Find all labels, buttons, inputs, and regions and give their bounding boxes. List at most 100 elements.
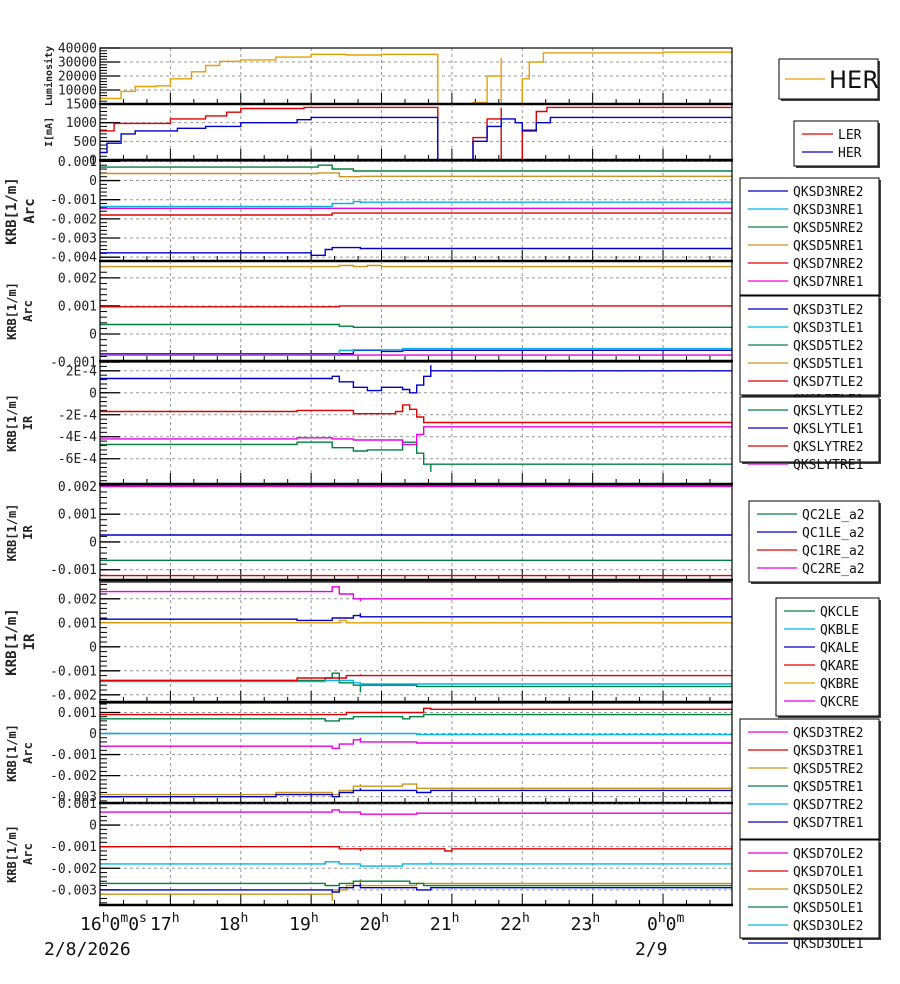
x-axis: 16h0m0s 17h 18h 19h 20h 21h 22h 23h 0h0m 2/8/2026… [44,911,685,960]
series-line-qkcle [100,672,732,693]
y-tick-label: 0.001 [58,508,97,523]
legend-ir-qk: QKCLE QKBLE QKALE QKARE QKBRE QKCRE [775,597,881,718]
plot-frame [99,47,733,105]
series-line-qksd7nre2 [100,212,732,216]
panel-ir-qc: 0.002 0.001 0 -0.001 KRB[1/m] IR [5,480,733,582]
series-group [100,264,732,356]
x-tick-label: 18h [219,911,249,935]
series-line-qkslytre2 [100,404,732,424]
legend-current: LER HER [793,120,880,168]
plot-frame [99,484,733,581]
y-tick-label: -0.002 [50,212,97,227]
y-tick-label: 0 [89,174,97,189]
legend-label: QC1RE_a2 [802,544,865,559]
x-tick-label: 16h0m0s [80,911,147,935]
legend-label: QKSLYTRE2 [793,440,863,455]
legend-label: QKSD3TRE2 [793,726,863,741]
legend-label: QKCLE [820,605,859,620]
legend-label: QKSD5OLE2 [793,883,863,898]
legend-label: QKSD5TRE2 [793,762,863,777]
series-line-qkble [100,679,732,686]
series-line-qksd5tre1 [100,713,732,722]
y-tick-label: 0 [89,154,97,169]
y-tick-label: 10000 [58,84,97,99]
y-tick-label: -4E-4 [58,430,97,445]
series-line-ler [100,106,732,160]
series-line-qksd7ole2 [100,809,732,815]
x-date-label: 2/8/2026 [44,939,131,960]
series-group [100,106,732,160]
y-axis-label: KRB[1/m] Arc [4,177,38,244]
panel-ir-ly: 2E-4 0 -2E-4 -4E-4 -6E-4 KRB[1/m] IR [5,361,733,486]
legend-label: QKSD3TLE2 [793,303,863,318]
series-line-qksd5tre2 [100,783,732,796]
panel-arc-ole: 0.001 0 -0.001 -0.002 -0.003 KRB[1/m] Arc [5,797,733,907]
y-tick-label: 1500 [66,98,97,113]
legend-label: QKSLYTLE2 [793,404,863,419]
y-tick-label: 0 [89,386,97,401]
series-line-qksd3ole1 [100,883,732,893]
legend-label: QKARE [820,659,859,674]
series-line-her [100,51,732,104]
series-line-qksd5tle1 [100,264,732,268]
series-group [100,707,732,798]
series-line-qksd5tle2 [100,323,732,328]
y-tick-label: 0.001 [58,155,97,170]
series-line-qksd5nre1 [100,172,732,178]
series-line-qksd3ole2 [100,861,732,867]
y-tick-label: 0 [89,727,97,742]
panel-ir-qk: 0.002 0.001 0 -0.001 -0.002 KRB[1/m] IR [4,581,733,703]
y-tick-label: -0.003 [50,883,97,898]
y-tick-label: 0 [89,328,97,343]
legend-luminosity: HER [778,58,880,101]
y-tick-label: -0.001 [50,664,97,679]
series-line-qksd5ole1 [100,880,732,887]
legend-label: QKALE [820,641,859,656]
legend-box [739,177,880,296]
y-axis-label: Luminosity [43,46,55,106]
x-tick-label: 0h0m [647,911,685,935]
legend-ir-qc: QC2LE_a2 QC1LE_a2 QC1RE_a2 QC2RE_a2 [748,500,881,584]
legend-label: QKSD5TLE2 [793,339,863,354]
y-tick-label: 40000 [58,42,97,57]
legend-label: QKSD5OLE1 [793,901,863,916]
legend-label: QKSD3OLE2 [793,919,863,934]
y-tick-label: -0.002 [50,862,97,877]
y-tick-label: 500 [74,135,97,150]
series-line-qkslytle2 [100,441,732,472]
y-tick-label: 0 [89,819,97,834]
x-tick-label: 21h [430,911,460,935]
y-tick-label: -0.001 [50,840,97,855]
legend-label: QKSLYTLE1 [793,422,863,437]
series-group [100,365,732,472]
legend-label: QKSD3NRE1 [793,203,863,218]
panel-current: 0 500 1000 1500 I[mA] [44,98,733,169]
y-axis-label: KRB[1/m] IR [5,394,35,452]
legend-label: QKSD5NRE2 [793,221,863,236]
y-axis-label: KRB[1/m] IR [4,608,38,675]
legend-arc-ole: QKSD7OLE2 QKSD7OLE1 QKSD5OLE2 QKSD5OLE1 QKSD… [739,839,881,952]
y-tick-label: 0.001 [58,797,97,812]
y-tick-label: -0.001 [50,748,97,763]
plot-frame [99,260,733,362]
x-tick-label: 17h [150,911,180,935]
y-tick-label: 0.002 [58,592,97,607]
y-tick-label: 0 [89,535,97,550]
y-axis-label: KRB[1/m] IR [5,504,35,562]
y-axis-label: KRB[1/m] Arc [5,825,35,883]
legend-label: QKSLYTRE1 [793,458,863,473]
y-tick-label: -0.003 [50,232,97,247]
y-tick-label: 0.001 [58,616,97,631]
legend-label: QKSD7NRE1 [793,275,863,290]
y-tick-label: -2E-4 [58,408,97,423]
legend-label: QKCRE [820,695,859,710]
legend-label: QC2LE_a2 [802,508,865,523]
y-tick-label: 0.001 [58,706,97,721]
panel-arc-tle: 0.002 0.001 0 -0.001 KRB[1/m] Arc [5,260,733,371]
series-group [100,164,732,256]
y-tick-label: 0 [89,640,97,655]
x-tick-label: 20h [360,911,390,935]
